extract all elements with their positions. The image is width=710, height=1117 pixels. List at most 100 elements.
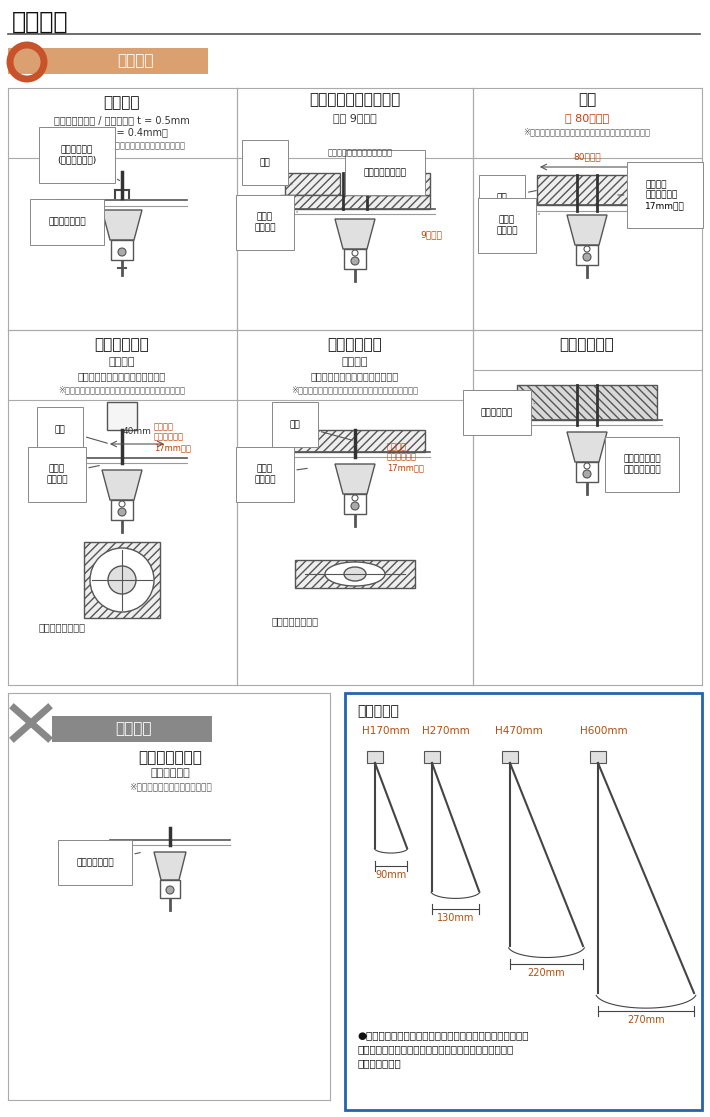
Text: シングルバー
(シングル野縁): シングルバー (シングル野縁)	[58, 145, 119, 181]
Polygon shape	[567, 214, 607, 245]
FancyBboxPatch shape	[590, 751, 606, 763]
Text: 野縁: 野縁	[260, 157, 292, 184]
Text: 幅 80㎜以上: 幅 80㎜以上	[565, 113, 609, 123]
Text: 野縁: 野縁	[290, 420, 352, 440]
Circle shape	[584, 246, 590, 252]
Text: 40mm: 40mm	[123, 427, 151, 436]
Circle shape	[108, 566, 136, 594]
FancyBboxPatch shape	[107, 402, 137, 430]
FancyBboxPatch shape	[424, 751, 440, 763]
Text: 角材: 角材	[578, 93, 596, 107]
Circle shape	[352, 250, 358, 256]
Text: ●天井吊りポールの長さによって最大振り幅が異なります。: ●天井吊りポールの長さによって最大振り幅が異なります。	[357, 1030, 528, 1040]
Text: 野縁: 野縁	[55, 424, 107, 443]
Circle shape	[584, 464, 590, 469]
Circle shape	[583, 252, 591, 261]
Text: H600mm: H600mm	[580, 726, 628, 736]
Circle shape	[351, 502, 359, 510]
Text: 90mm: 90mm	[376, 870, 407, 880]
Text: 野縁（木部）: 野縁（木部）	[327, 337, 383, 353]
Text: 80㎜以上: 80㎜以上	[573, 153, 601, 162]
Text: 厚さ 9㎜以上: 厚さ 9㎜以上	[333, 113, 377, 123]
FancyBboxPatch shape	[344, 249, 366, 269]
Text: 天井面
仕上げ材: 天井面 仕上げ材	[254, 212, 297, 232]
FancyBboxPatch shape	[8, 48, 208, 74]
Text: 天井面仕上げ材: 天井面仕上げ材	[48, 209, 102, 227]
Circle shape	[352, 495, 358, 502]
Text: コンクリート: コンクリート	[481, 403, 535, 417]
Text: （野縁に対して本体バーが水平）: （野縁に対して本体バーが水平）	[311, 371, 399, 381]
FancyBboxPatch shape	[367, 751, 383, 763]
Text: （下地なし）: （下地なし）	[150, 768, 190, 779]
Text: H170mm: H170mm	[362, 726, 410, 736]
Polygon shape	[102, 210, 142, 240]
Text: 天井面仕上げ材: 天井面仕上げ材	[76, 852, 141, 867]
Text: 石膏ボードのみ: 石膏ボードのみ	[138, 751, 202, 765]
Text: 水平方向: 水平方向	[342, 357, 368, 367]
Text: 9㎜以上: 9㎜以上	[420, 230, 442, 239]
Polygon shape	[567, 432, 607, 462]
FancyBboxPatch shape	[111, 500, 133, 521]
Circle shape	[166, 886, 174, 894]
Text: 220mm: 220mm	[528, 968, 565, 978]
FancyBboxPatch shape	[295, 560, 415, 588]
Polygon shape	[537, 175, 637, 206]
Text: 対応下地: 対応下地	[12, 10, 68, 34]
Text: 取付不可: 取付不可	[115, 722, 151, 736]
Circle shape	[119, 502, 125, 507]
Text: してください。: してください。	[357, 1058, 400, 1068]
Polygon shape	[285, 430, 425, 452]
Text: コンクリート用
プラグ（別途）: コンクリート用 プラグ（別途）	[615, 455, 661, 474]
FancyBboxPatch shape	[502, 751, 518, 763]
Polygon shape	[375, 173, 430, 195]
Text: 天井面
仕上げ材: 天井面 仕上げ材	[496, 214, 540, 235]
Ellipse shape	[325, 562, 385, 586]
Text: 軽量鉄骨: 軽量鉄骨	[104, 95, 141, 111]
Polygon shape	[335, 464, 375, 494]
Text: ※アンカー・プラグの併用も不可: ※アンカー・プラグの併用も不可	[129, 783, 212, 792]
Text: （下から見た図）: （下から見た図）	[271, 615, 319, 626]
Text: ※ブラケットが中心にくるように取付けしてください。: ※ブラケットが中心にくるように取付けしてください。	[58, 385, 185, 394]
Circle shape	[118, 508, 126, 516]
FancyBboxPatch shape	[576, 245, 598, 265]
Text: 270mm: 270mm	[627, 1015, 665, 1025]
Text: 木部への
ねじ込み深さ
17mm以上: 木部への ねじ込み深さ 17mm以上	[618, 180, 684, 210]
Text: H270mm: H270mm	[422, 726, 470, 736]
Text: 製品本体が揺れた際、壁などにぶつからないように設置: 製品本体が揺れた際、壁などにぶつからないように設置	[357, 1044, 513, 1054]
Text: 構造用合板・普通合板: 構造用合板・普通合板	[310, 93, 400, 107]
Circle shape	[583, 470, 591, 478]
FancyBboxPatch shape	[344, 494, 366, 514]
FancyBboxPatch shape	[111, 240, 133, 260]
Polygon shape	[154, 852, 186, 880]
Text: （野縁に対して本体バーが垂直）: （野縁に対して本体バーが垂直）	[78, 371, 166, 381]
Text: 構造用・普通合板: 構造用・普通合板	[364, 168, 407, 199]
Text: 取付可能: 取付可能	[116, 54, 153, 68]
Text: 木部への
ねじ込み深さ
17mm以上: 木部への ねじ込み深さ 17mm以上	[387, 442, 424, 472]
Text: ※ブラケットが中心にくるように取付けしてください。: ※ブラケットが中心にくるように取付けしてください。	[58, 141, 185, 150]
Text: 木材や金具などで野縁に固定: 木材や金具などで野縁に固定	[327, 147, 393, 157]
Polygon shape	[517, 385, 657, 420]
Text: （下から見た図）: （下から見た図）	[38, 622, 85, 632]
Text: H470mm: H470mm	[495, 726, 542, 736]
Text: （シングルバー / ダブルバー t = 0.5mm: （シングルバー / ダブルバー t = 0.5mm	[54, 115, 190, 125]
Text: 垂直方向: 垂直方向	[109, 357, 135, 367]
Polygon shape	[285, 173, 340, 195]
Text: 野縁（木部）: 野縁（木部）	[94, 337, 149, 353]
Text: ※ブラケットが中心にくるように取付けしてください。: ※ブラケットが中心にくるように取付けしてください。	[292, 385, 418, 394]
Polygon shape	[335, 219, 375, 249]
Text: 角スタッド t = 0.4mm）: 角スタッド t = 0.4mm）	[77, 127, 168, 137]
FancyBboxPatch shape	[576, 462, 598, 483]
Text: 130mm: 130mm	[437, 913, 474, 923]
Text: コンクリート: コンクリート	[559, 337, 614, 353]
Text: 角材: 角材	[496, 191, 536, 202]
FancyBboxPatch shape	[160, 880, 180, 898]
FancyBboxPatch shape	[345, 693, 702, 1110]
Text: ※ブラケットが中心にくるように取付けしてください。: ※ブラケットが中心にくるように取付けしてください。	[523, 127, 650, 136]
Circle shape	[351, 257, 359, 265]
FancyBboxPatch shape	[52, 716, 212, 742]
Ellipse shape	[344, 567, 366, 581]
Text: 木部への
ねじ込み深さ
17mm以上: 木部への ねじ込み深さ 17mm以上	[154, 422, 191, 452]
Text: 天井面
仕上げ材: 天井面 仕上げ材	[254, 465, 307, 484]
Text: 天井面
仕上げ材: 天井面 仕上げ材	[46, 465, 99, 484]
Text: 最大振り幅: 最大振り幅	[357, 704, 399, 718]
